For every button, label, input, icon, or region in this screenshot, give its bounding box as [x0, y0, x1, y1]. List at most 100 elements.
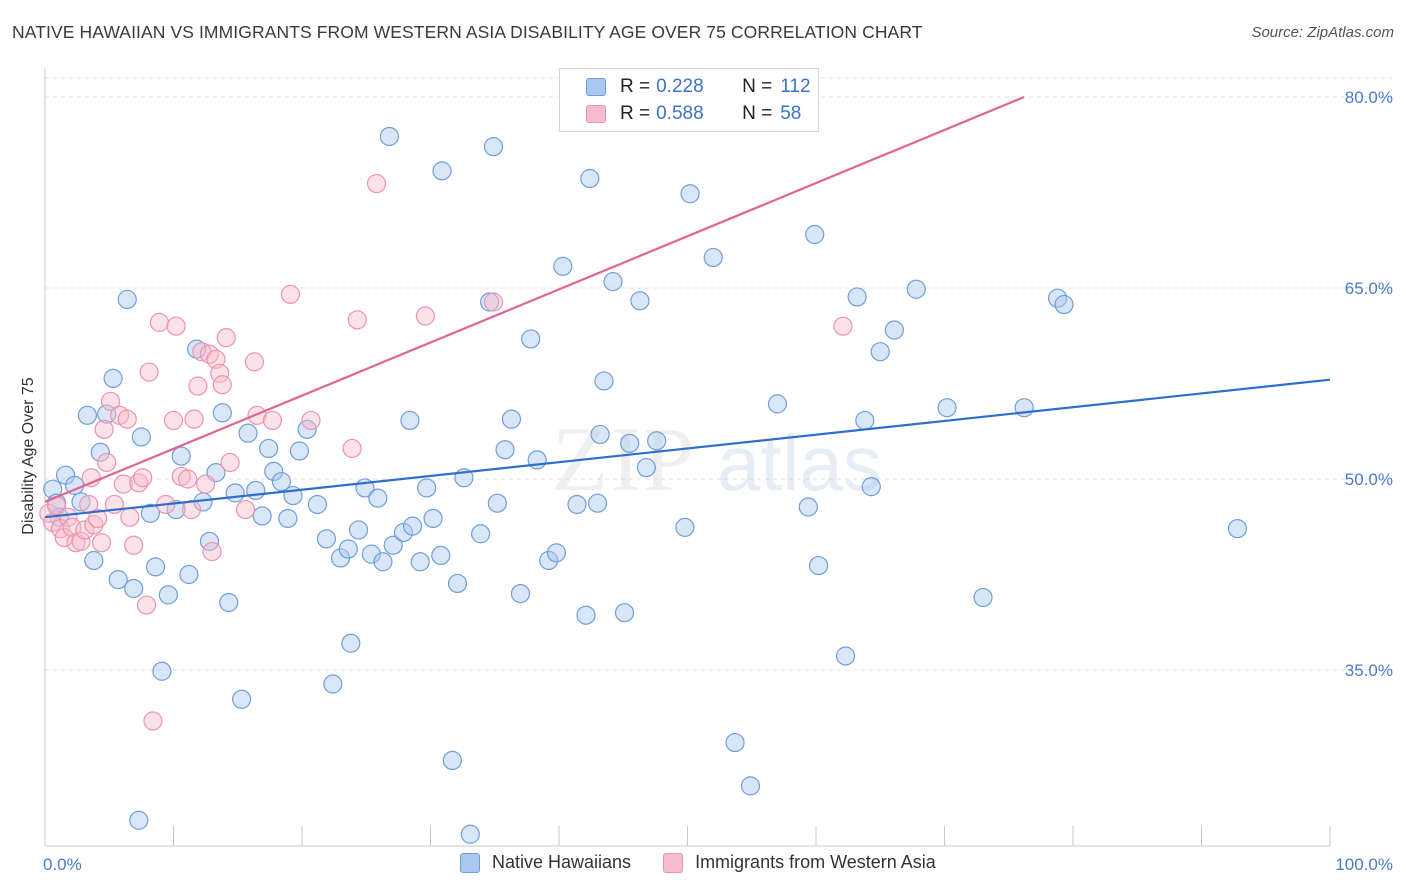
native-hawaiian-point: [179, 564, 199, 585]
native-hawaiian-point: [307, 494, 328, 515]
series-immigrants-western-asia: [39, 173, 853, 731]
native-hawaiian-point: [368, 488, 388, 508]
grid-lines: [45, 77, 1392, 671]
native-hawaiian-point: [152, 661, 172, 681]
western-asia-point: [124, 535, 144, 555]
native-hawaiian-point: [158, 585, 178, 605]
y-tick-label: 80.0%: [1345, 88, 1393, 107]
native-hawaiian-point: [675, 517, 695, 537]
western-asia-point: [120, 507, 140, 527]
western-asia-point: [143, 711, 163, 731]
native-hawaiian-point: [238, 423, 258, 443]
western-asia-point: [133, 468, 153, 488]
native-hawaiian-point: [546, 543, 567, 563]
native-hawaiian-point: [212, 403, 232, 423]
native-hawaiian-point: [483, 137, 504, 157]
native-hawaiian-point: [417, 478, 437, 498]
native-hawaiian-point: [861, 477, 881, 497]
native-hawaiian-point: [410, 552, 430, 572]
native-hawaiian-point: [937, 398, 957, 418]
native-hawaiian-point: [361, 544, 381, 564]
native-hawaiian-point: [246, 480, 266, 501]
native-hawaiian-point: [341, 633, 361, 653]
western-asia-point: [301, 410, 321, 431]
native-hawaiian-point: [630, 291, 650, 311]
native-hawaiian-point: [1227, 519, 1248, 539]
native-hawaiian-point: [614, 603, 635, 623]
western-asia-point: [88, 508, 108, 529]
y-tick-label: 35.0%: [1345, 661, 1393, 680]
blue-swatch: [460, 852, 480, 873]
native-hawaiian-point: [808, 555, 829, 576]
series-legend: Native Hawaiians Immigrants from Western…: [460, 852, 968, 873]
western-asia-point: [188, 376, 208, 396]
native-hawaiian-point: [171, 446, 191, 466]
western-asia-point: [163, 410, 184, 431]
native-hawaiian-point: [495, 440, 515, 460]
native-hawaiian-point: [460, 824, 480, 844]
native-hawaiian-point: [402, 516, 423, 536]
native-hawaiian-point: [423, 508, 443, 529]
native-hawaiian-point: [576, 605, 596, 625]
native-hawaiian-point: [77, 405, 98, 425]
native-hawaiian-point: [400, 410, 420, 431]
western-asia-point: [91, 533, 112, 553]
native-hawaiian-point: [501, 409, 522, 429]
western-asia-point: [136, 595, 157, 615]
western-asia-point: [100, 391, 121, 411]
native-hawaiian-point: [316, 529, 337, 549]
western-asia-point: [199, 344, 220, 364]
western-asia-point: [139, 362, 159, 382]
western-asia-point: [117, 409, 137, 429]
native-hawaiian-point: [323, 674, 343, 694]
native-hawaiian-point: [847, 287, 867, 307]
n-label: N =: [742, 76, 773, 97]
native-hawaiian-point: [225, 483, 245, 503]
chart-title: NATIVE HAWAIIAN VS IMMIGRANTS FROM WESTE…: [12, 22, 923, 42]
native-hawaiian-point: [906, 279, 926, 299]
r-value: 0.588: [656, 103, 704, 124]
native-hawaiian-point: [703, 247, 723, 268]
x-tick-labels: 0.0% 100.0%: [43, 855, 1393, 874]
native-hawaiian-point: [140, 503, 160, 523]
native-hawaiian-point: [603, 272, 623, 292]
western-asia-point: [81, 468, 101, 488]
western-asia-point: [366, 173, 387, 194]
r-label: R =: [620, 76, 651, 97]
chart-source: Source: ZipAtlas.com: [1251, 24, 1394, 41]
western-asia-point: [75, 520, 95, 540]
western-asia-point: [113, 474, 133, 494]
y-tick-labels: 80.0% 65.0% 50.0% 35.0%: [1345, 88, 1393, 680]
native-hawaiian-point: [166, 499, 186, 520]
native-hawaiian-point: [594, 371, 614, 391]
native-hawaiian-point: [855, 410, 875, 431]
western-asia-point: [244, 352, 265, 372]
western-asia-point: [94, 419, 114, 439]
native-hawaiian-point: [539, 550, 559, 571]
western-asia-point: [220, 452, 240, 473]
western-asia-point: [216, 328, 236, 348]
native-hawaiian-point: [487, 493, 507, 513]
trend-line-western-asia: [44, 95, 1025, 503]
blue-swatch: [586, 78, 606, 96]
native-hawaiian-point: [590, 424, 610, 445]
native-hawaiian-point: [264, 461, 284, 481]
western-asia-point: [184, 409, 204, 429]
native-hawaiian-point: [379, 126, 399, 147]
native-hawaiian-point: [252, 506, 272, 526]
x-tick-label: 100.0%: [1335, 855, 1393, 874]
trend-line-native-hawaiians: [44, 378, 1331, 519]
native-hawaiian-point: [84, 550, 104, 571]
x-tick-marks: [44, 826, 1331, 846]
native-hawaiian-point: [278, 508, 298, 529]
western-asia-point: [202, 541, 222, 562]
n-value: 112: [780, 76, 811, 97]
trend-lines: [44, 95, 1331, 519]
native-hawaiian-point: [373, 552, 393, 572]
native-hawaiian-point: [348, 520, 369, 540]
legend-label: Immigrants from Western Asia: [695, 852, 936, 872]
native-hawaiian-point: [442, 750, 462, 771]
native-hawaiian-point: [636, 457, 656, 478]
native-hawaiian-point: [124, 578, 144, 599]
native-hawaiian-point: [103, 368, 123, 389]
